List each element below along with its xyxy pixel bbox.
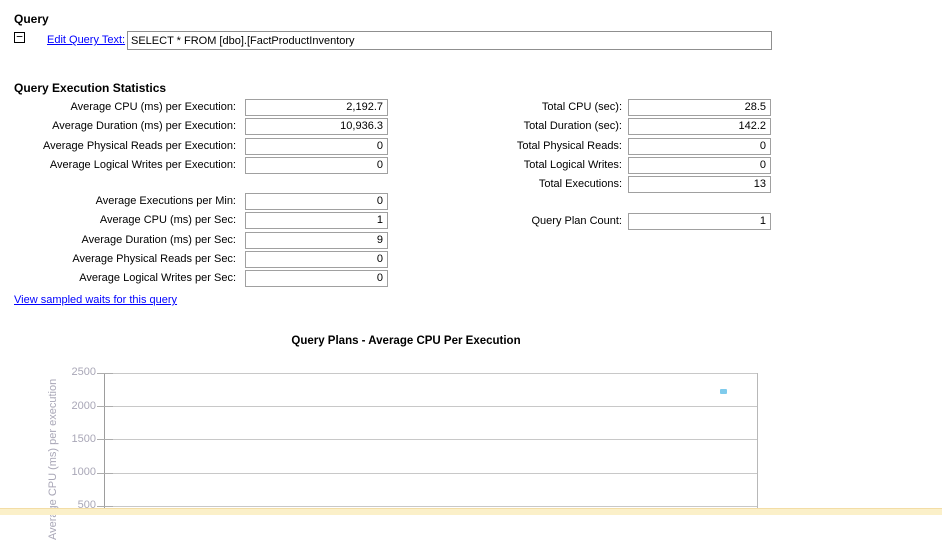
stat-label: Total Duration (sec): (523, 120, 622, 133)
stat-value-box: 1 (245, 212, 388, 230)
stats-right-group1: Total CPU (sec): 28.5 Total Duration (se… (440, 99, 771, 195)
gridline (105, 439, 757, 440)
stat-row: Total Logical Writes: 0 (440, 156, 771, 174)
edit-query-text-link[interactable]: Edit Query Text: (47, 34, 126, 46)
y-axis-tick (97, 406, 113, 407)
stat-value-box: 0 (245, 137, 388, 155)
stat-value-box: 13 (628, 176, 771, 194)
query-plan-data-point[interactable] (720, 389, 727, 394)
stat-label: Average Logical Writes per Execution: (49, 158, 236, 171)
stat-label: Total Logical Writes: (523, 158, 622, 171)
stat-row: Total Physical Reads: 0 (440, 137, 771, 155)
y-axis-tick (97, 506, 113, 507)
stat-value-box: 0 (628, 137, 771, 155)
stat-row: Average CPU (ms) per Sec: 1 (0, 212, 388, 230)
stat-row: Query Plan Count: 1 (440, 213, 771, 230)
stat-label: Average CPU (ms) per Execution: (70, 101, 236, 113)
stat-label: Average Logical Writes per Sec: (79, 272, 236, 285)
stat-value-box: 0 (245, 250, 388, 268)
y-axis-tick (97, 473, 113, 474)
stat-label: Total CPU (sec): (541, 101, 622, 113)
stat-row: Total Duration (sec): 142.2 (440, 118, 771, 136)
query-section-heading: Query (14, 12, 49, 26)
y-axis-tick (97, 373, 113, 374)
stat-row: Average Duration (ms) per Execution: 10,… (0, 118, 388, 136)
stats-left-group2: Average Executions per Min: 0 Average CP… (0, 193, 388, 289)
query-text-input[interactable] (127, 31, 772, 50)
chart-title: Query Plans - Average CPU Per Execution (291, 335, 521, 347)
stats-left-group1: Average CPU (ms) per Execution: 2,192.7 … (0, 99, 388, 176)
stat-row: Average Executions per Min: 0 (0, 193, 388, 210)
stat-row: Average Duration (ms) per Sec: 9 (0, 231, 388, 249)
query-execution-statistics-heading: Query Execution Statistics (14, 81, 167, 95)
y-tick-label: 1500 (71, 433, 96, 445)
stat-row: Total CPU (sec): 28.5 (440, 99, 771, 116)
stat-value-box: 0 (245, 270, 388, 288)
stat-value-box: 2,192.7 (245, 99, 388, 116)
stat-value-box: 1 (628, 213, 771, 230)
stat-value-box: 0 (628, 156, 771, 174)
stat-label: Average Executions per Min: (95, 195, 236, 207)
view-sampled-waits-link[interactable]: View sampled waits for this query (14, 294, 178, 306)
gridline (105, 406, 757, 407)
stat-label: Average Physical Reads per Sec: (72, 252, 236, 265)
stat-label: Average Duration (ms) per Execution: (52, 120, 236, 133)
bottom-highlight-bar (0, 508, 942, 515)
chart-plot-area (97, 373, 758, 515)
stat-label: Average Physical Reads per Execution: (42, 139, 236, 152)
stat-label: Query Plan Count: (531, 215, 623, 227)
y-axis-tick (97, 439, 113, 440)
stat-label: Average CPU (ms) per Sec: (99, 214, 236, 227)
stat-row: Average Physical Reads per Execution: 0 (0, 137, 388, 155)
gridline (105, 473, 757, 474)
stat-value-box: 0 (245, 156, 388, 174)
collapse-icon[interactable]: − (14, 31, 25, 43)
stat-label: Total Executions: (538, 178, 622, 191)
stat-value-box: 10,936.3 (245, 118, 388, 136)
stat-label: Average Duration (ms) per Sec: (81, 233, 236, 246)
stat-value-box: 0 (245, 193, 388, 210)
stat-row: Average Logical Writes per Sec: 0 (0, 270, 388, 288)
gridline (105, 373, 757, 374)
y-tick-label: 2000 (71, 400, 96, 412)
stat-value-box: 142.2 (628, 118, 771, 136)
gridline (105, 506, 757, 507)
stat-value-box: 28.5 (628, 99, 771, 116)
stat-row: Average CPU (ms) per Execution: 2,192.7 (0, 99, 388, 116)
stats-right-group2: Query Plan Count: 1 (440, 213, 771, 232)
stat-value-box: 9 (245, 231, 388, 249)
stat-row: Total Executions: 13 (440, 176, 771, 194)
stat-row: Average Physical Reads per Sec: 0 (0, 250, 388, 268)
stat-label: Total Physical Reads: (516, 139, 622, 152)
y-tick-label: 1000 (71, 466, 96, 478)
stat-row: Average Logical Writes per Execution: 0 (0, 156, 388, 174)
y-tick-label: 2500 (71, 366, 96, 378)
